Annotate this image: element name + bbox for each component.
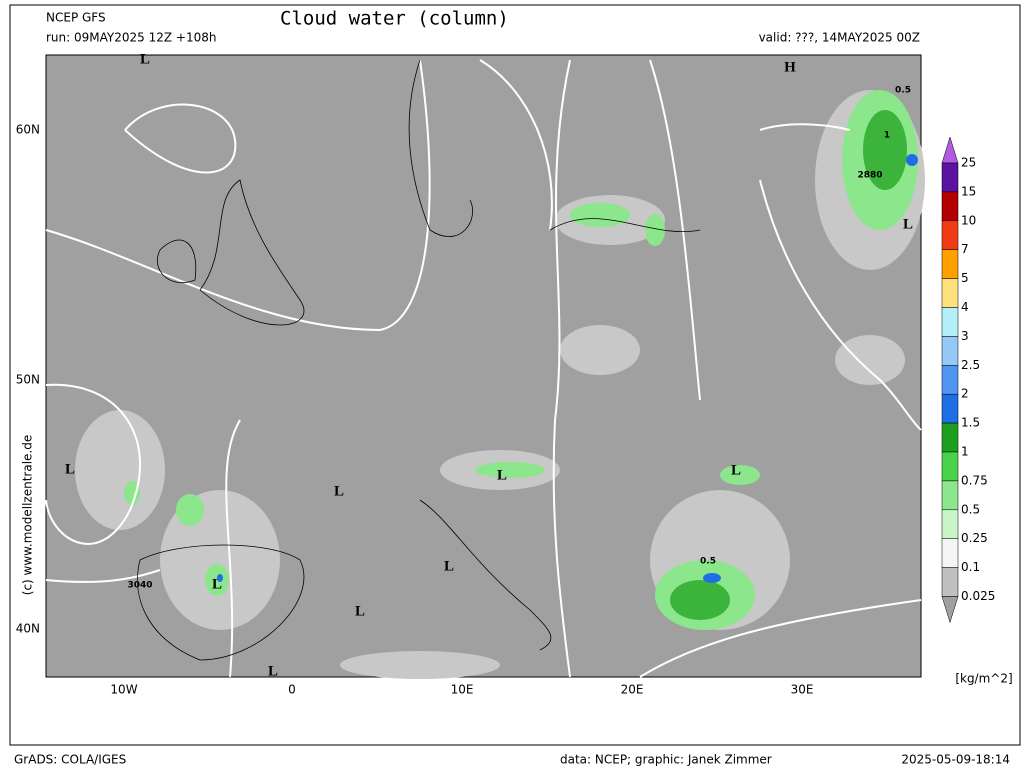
- lon-label: 20E: [621, 683, 644, 697]
- colorbar-segment: [941, 567, 959, 597]
- cloud-water-max: [217, 154, 918, 583]
- model-label: NCEP GFS: [46, 11, 106, 25]
- lat-label: 50N: [16, 373, 40, 387]
- pressure-center: L: [444, 558, 454, 574]
- colorbar-segment: [941, 509, 959, 539]
- contour-label: 3040: [127, 581, 152, 591]
- lon-label: 0: [288, 683, 296, 697]
- lat-label: 60N: [16, 123, 40, 137]
- pressure-center: L: [268, 663, 278, 679]
- colorbar-label: 2: [961, 387, 969, 401]
- colorbar-label: 2.5: [961, 358, 980, 372]
- colorbar-label: 15: [961, 184, 976, 198]
- colorbar-label: 25: [961, 156, 976, 170]
- pressure-center: L: [65, 461, 75, 477]
- colorbar-unit: [kg/m^2]: [955, 672, 1012, 686]
- colorbar-segment: [941, 162, 959, 193]
- colorbar-label: 1.5: [961, 416, 980, 430]
- pressure-center: H: [784, 59, 796, 75]
- pressure-center: L: [731, 462, 741, 478]
- contour-label: 2880: [857, 171, 882, 181]
- colorbar-segment: [941, 538, 959, 568]
- contour-label: 0.5: [700, 557, 716, 567]
- map: [45, 54, 925, 679]
- map-title: Cloud water (column): [280, 8, 509, 30]
- pressure-center: L: [497, 467, 507, 483]
- footer-right: 2025-05-09-18:14: [901, 753, 1010, 767]
- footer-center: data: NCEP; graphic: Janek Zimmer: [560, 753, 772, 767]
- colorbar-label: 0.75: [961, 473, 988, 487]
- pressure-center: L: [334, 483, 344, 499]
- colorbar-label: 0.5: [961, 502, 980, 516]
- colorbar-label: 10: [961, 213, 976, 227]
- lat-label: 40N: [16, 622, 40, 636]
- colorbar-label: 5: [961, 271, 969, 285]
- colorbar-over: [941, 136, 959, 164]
- colorbar-under: [941, 596, 959, 624]
- cloud-water-high: [670, 110, 907, 620]
- copyright-label: (c) www.modellzentrale.de: [21, 435, 35, 595]
- colorbar-segment: [941, 191, 959, 222]
- colorbar-label: 3: [961, 329, 969, 343]
- colorbar-segment: [941, 307, 959, 337]
- lon-label: 10W: [110, 683, 137, 697]
- run-label: run: 09MAY2025 12Z +108h: [46, 31, 216, 45]
- colorbar-segment: [941, 422, 959, 453]
- colorbar-label: 0.1: [961, 560, 980, 574]
- colorbar-segment: [941, 393, 959, 424]
- height-contours: [45, 59, 922, 678]
- lon-label: 30E: [791, 683, 814, 697]
- contour-label: 1: [884, 131, 890, 141]
- pressure-center: L: [140, 51, 150, 67]
- footer-left: GrADS: COLA/IGES: [14, 753, 126, 767]
- colorbar-segment: [941, 220, 959, 250]
- valid-label: valid: ???, 14MAY2025 00Z: [759, 31, 920, 45]
- colorbar-label: 4: [961, 300, 969, 314]
- colorbar-segment: [941, 278, 959, 308]
- colorbar-label: 1: [961, 445, 969, 459]
- colorbar-label: 7: [961, 242, 969, 256]
- colorbar-segment: [941, 451, 959, 482]
- pressure-center: L: [355, 603, 365, 619]
- colorbar-segment: [941, 480, 959, 511]
- pressure-center: L: [903, 216, 913, 232]
- colorbar-label: 0.025: [961, 589, 995, 603]
- colorbar-segment: [941, 365, 959, 395]
- coastlines: [137, 59, 701, 661]
- lon-label: 10E: [451, 683, 474, 697]
- colorbar-segment: [941, 249, 959, 279]
- colorbar-label: 0.25: [961, 531, 988, 545]
- contour-label: 0.5: [895, 86, 911, 96]
- colorbar-segment: [941, 336, 959, 366]
- pressure-center: L: [212, 576, 222, 592]
- frame: [9, 4, 1021, 746]
